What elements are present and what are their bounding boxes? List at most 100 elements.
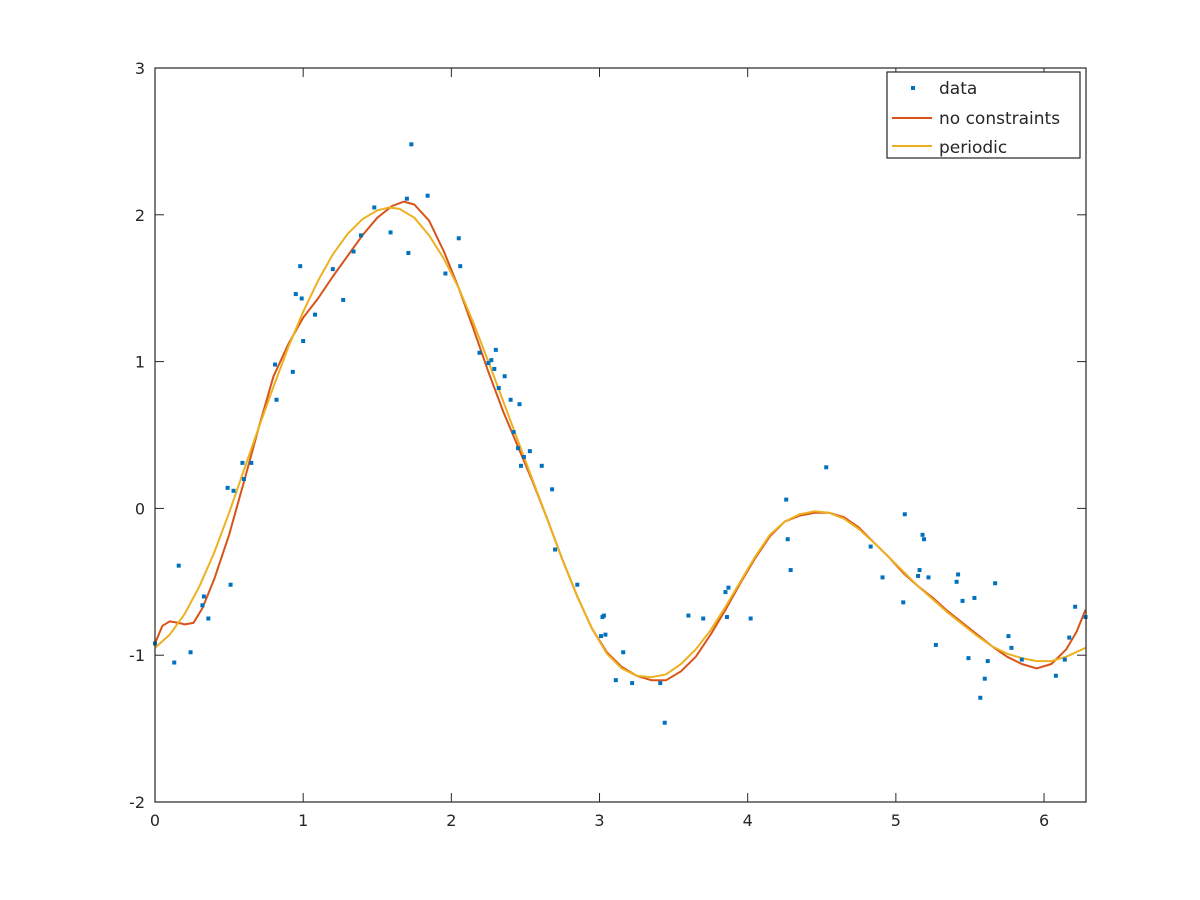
data-point (388, 230, 393, 235)
data-point (1073, 604, 1078, 609)
data-point (486, 361, 491, 366)
y-tick-label: 3 (135, 59, 145, 78)
data-point (960, 598, 965, 603)
data-point (724, 615, 729, 620)
legend-entry-data: data (911, 79, 977, 99)
data-point (956, 572, 961, 577)
x-tick-label: 1 (298, 811, 308, 830)
data-point (231, 488, 236, 493)
data-point (784, 497, 789, 502)
data-point (502, 374, 507, 379)
data-point (358, 233, 363, 238)
data-point (539, 463, 544, 468)
data-point (601, 613, 606, 618)
data-point (972, 595, 977, 600)
x-tick-label: 5 (891, 811, 901, 830)
legend-label-data: data (939, 79, 977, 99)
data-point (458, 264, 463, 269)
data-point (621, 650, 626, 655)
data-point (274, 397, 279, 402)
data-point (313, 312, 318, 317)
legend-marker-data (911, 86, 915, 90)
data-point (686, 613, 691, 618)
legend: data no constraints periodic (886, 71, 1081, 159)
data-point (508, 397, 513, 402)
axes-box (154, 67, 1087, 803)
data-point (954, 579, 959, 584)
data-point (249, 460, 254, 465)
x-tick-label: 6 (1039, 811, 1049, 830)
y-tick-label: -1 (129, 646, 145, 665)
data-point (228, 582, 233, 587)
data-point (1009, 645, 1014, 650)
y-tick-label: 0 (135, 499, 145, 518)
y-tick-label: 2 (135, 206, 145, 225)
data-point (201, 594, 206, 599)
data-point (518, 463, 523, 468)
data-point (172, 660, 177, 665)
legend-label-periodic: periodic (939, 138, 1007, 158)
data-point (993, 581, 998, 586)
legend-entry-periodic: periodic (892, 138, 1007, 158)
data-point (613, 678, 618, 683)
data-point (493, 347, 498, 352)
data-point (241, 477, 246, 482)
series-line-periodic (155, 206, 1086, 679)
data-point (273, 362, 278, 367)
data-point (933, 642, 938, 647)
data-point (406, 250, 411, 255)
data-point (492, 366, 497, 371)
data-point (630, 681, 635, 686)
data-point (978, 695, 983, 700)
data-point (966, 656, 971, 661)
legend-label-no-constraints: no constraints (939, 109, 1060, 129)
data-point (511, 430, 516, 435)
data-point (917, 568, 922, 573)
data-point (575, 582, 580, 587)
data-point (926, 575, 931, 580)
data-point (176, 563, 181, 568)
data-point (409, 142, 414, 147)
data-point (901, 600, 906, 605)
data-point (299, 296, 304, 301)
data-point (902, 512, 907, 517)
data-point (188, 650, 193, 655)
data-point (880, 575, 885, 580)
data-point (477, 350, 482, 355)
data-point (516, 446, 521, 451)
data-point (489, 358, 494, 363)
data-point (240, 460, 245, 465)
legend-entry-no-constraints: no constraints (892, 109, 1060, 129)
data-point (517, 402, 522, 407)
data-point (603, 632, 608, 637)
data-point (290, 369, 295, 374)
data-point (723, 590, 728, 595)
data-point (521, 455, 526, 460)
data-point (916, 573, 921, 578)
data-point (301, 339, 306, 344)
axes: 0 1 2 3 4 5 6 -2 -1 0 1 2 3 (129, 59, 1087, 830)
data-point (496, 386, 501, 391)
y-tick-label: 1 (135, 353, 145, 372)
data-point (225, 485, 230, 490)
data-point (985, 659, 990, 664)
data-point (1006, 634, 1011, 639)
data-point (1067, 635, 1072, 640)
data-point (341, 297, 346, 302)
y-tick-label: -2 (129, 793, 145, 812)
legend-box (886, 71, 1081, 159)
x-tick-label: 0 (150, 811, 160, 830)
data-point (200, 603, 205, 608)
data-point (351, 249, 356, 254)
data-point (920, 532, 925, 537)
data-point (726, 585, 731, 590)
data-point (1062, 657, 1067, 662)
data-point (785, 537, 790, 542)
data-point (658, 681, 663, 686)
data-point (748, 616, 753, 621)
data-point (1053, 673, 1058, 678)
data-point (206, 616, 211, 621)
data-point (293, 292, 298, 297)
data-point (553, 547, 558, 552)
